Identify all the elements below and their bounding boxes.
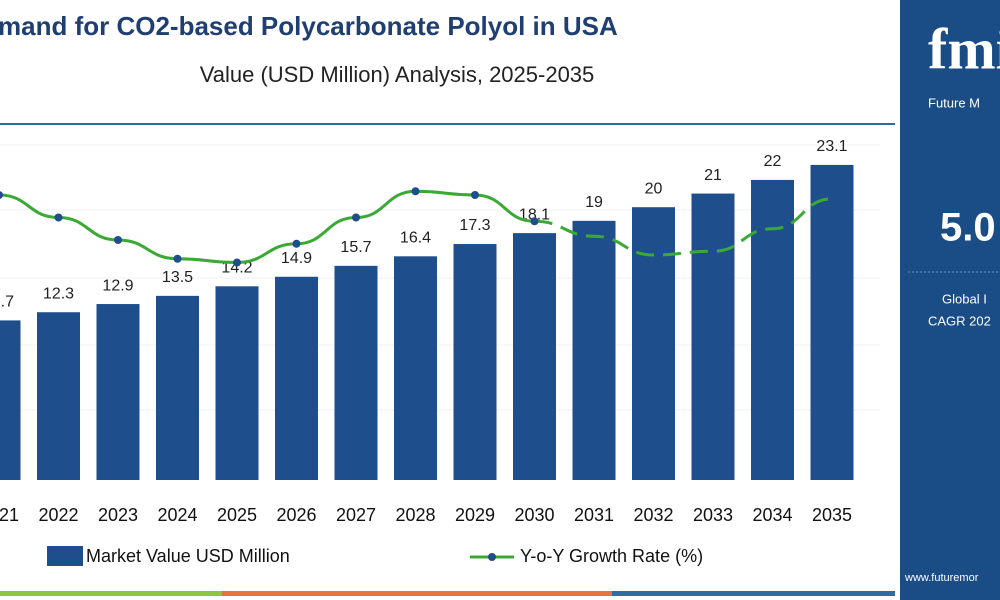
growth-marker: [471, 191, 479, 199]
value-label: 20: [645, 180, 663, 197]
value-label: 16.4: [400, 230, 431, 247]
url: www.futuremor: [904, 572, 979, 584]
value-label: 15.7: [340, 239, 371, 256]
x-tick-label: 2023: [98, 505, 138, 525]
growth-line-forecast: [534, 197, 833, 257]
legend-swatch: [47, 546, 83, 566]
growth-marker: [0, 191, 3, 199]
bar: [215, 286, 259, 480]
brand: Future M: [928, 95, 980, 110]
growth-marker: [530, 217, 539, 226]
bar: [810, 164, 854, 480]
bar: [572, 220, 616, 480]
bar: [156, 295, 199, 480]
panel-bg: [900, 0, 1000, 600]
bar: [513, 233, 556, 480]
chart-subtitle: Value (USD Million) Analysis, 2025-2035: [200, 62, 595, 87]
growth-marker: [173, 254, 182, 263]
bar: [334, 265, 378, 480]
growth-line: [0, 189, 535, 265]
bar: [394, 256, 437, 480]
x-tick-label: 2029: [455, 505, 495, 525]
bar: [751, 179, 794, 481]
strip: [612, 591, 895, 596]
x-tick-label: 2028: [395, 505, 435, 525]
x-tick-label: 2026: [276, 505, 316, 525]
value-label: 23.1: [816, 138, 847, 155]
logo: fmi: [928, 16, 1000, 81]
bar: [275, 276, 318, 480]
x-tick-label: 2031: [574, 505, 614, 525]
x-tick-label: 2033: [693, 505, 733, 525]
value-label: 11.7: [0, 294, 14, 311]
value-label: 19: [585, 194, 603, 211]
caption: Global I: [942, 291, 987, 306]
chart-title: mand for CO2-based Polycarbonate Polyol …: [0, 11, 618, 41]
bar: [691, 193, 735, 480]
side-panel: fmi Future M 5.0 Global I CAGR 202 www.f…: [900, 0, 1000, 600]
bar: [632, 207, 675, 480]
bar: [0, 320, 21, 480]
legend-marker: [488, 553, 496, 561]
bar: [96, 304, 140, 480]
value-label: 21: [704, 167, 722, 184]
x-tick-label: 2024: [157, 505, 197, 525]
growth-marker: [292, 239, 301, 248]
growth-marker: [411, 187, 420, 196]
growth-marker: [54, 213, 63, 222]
x-tick-label: 2021: [0, 505, 19, 525]
value-label: 12.9: [102, 277, 133, 294]
x-tick-label: 2032: [633, 505, 673, 525]
x-tick-label: 2030: [514, 505, 554, 525]
value-label: 13.5: [162, 269, 193, 286]
x-tick-label: 2027: [336, 505, 376, 525]
bar: [453, 244, 497, 480]
x-tick-label: 2025: [217, 505, 257, 525]
value-label: 22: [764, 153, 782, 170]
x-tick-label: 2034: [752, 505, 792, 525]
value-label: 12.3: [43, 285, 74, 302]
strip: [222, 591, 612, 596]
x-tick-label: 2022: [38, 505, 78, 525]
legend-label: Market Value USD Million: [86, 546, 290, 566]
growth-marker: [352, 213, 360, 222]
strip: [0, 591, 222, 596]
caption: CAGR 202: [928, 313, 991, 328]
bar: [37, 312, 80, 480]
value-label: 14.9: [281, 250, 312, 267]
cagr-value: 5.0: [940, 206, 996, 250]
growth-marker: [233, 258, 241, 267]
growth-marker: [114, 236, 122, 244]
legend-label: Y-o-Y Growth Rate (%): [520, 546, 703, 566]
x-tick-label: 2035: [812, 505, 852, 525]
value-label: 17.3: [459, 217, 490, 234]
